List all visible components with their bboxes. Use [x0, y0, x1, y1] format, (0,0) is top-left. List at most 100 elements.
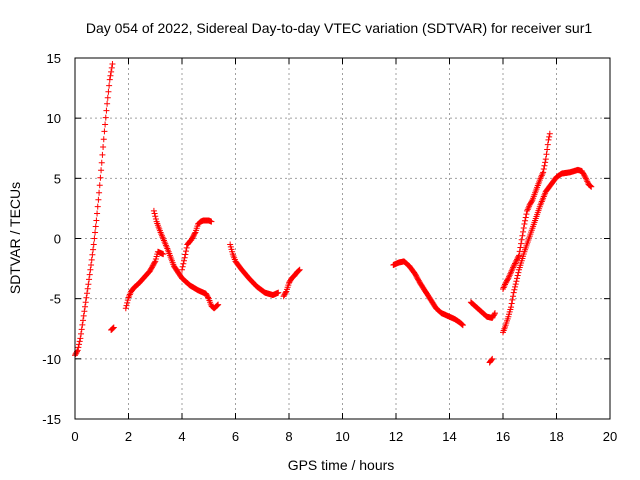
data-point — [512, 281, 519, 288]
data-point — [86, 276, 93, 283]
data-point — [77, 335, 84, 342]
data-point — [110, 324, 117, 331]
data-point — [124, 299, 131, 306]
data-point — [124, 297, 131, 304]
data-point — [123, 302, 130, 309]
data-point — [587, 183, 594, 190]
data-point — [546, 130, 553, 137]
data-point — [191, 230, 198, 237]
data-point — [181, 257, 188, 264]
x-tick-label: 18 — [549, 429, 563, 444]
data-point — [80, 317, 87, 324]
data-point — [542, 159, 549, 166]
data-point — [76, 341, 83, 348]
data-point — [104, 100, 111, 107]
data-point — [98, 167, 105, 174]
x-tick-label: 10 — [335, 429, 349, 444]
data-point — [586, 182, 593, 189]
data-point — [78, 330, 85, 337]
data-point — [582, 174, 589, 181]
y-tick-label: 10 — [47, 111, 61, 126]
data-point — [511, 261, 518, 268]
data-point — [516, 248, 523, 255]
y-tick-label: 15 — [47, 51, 61, 66]
data-point — [512, 259, 519, 266]
data-point — [542, 156, 549, 163]
data-point — [98, 159, 105, 166]
y-axis-label: SDTVAR / TECUs — [7, 182, 23, 294]
data-point — [104, 94, 111, 101]
data-point — [508, 304, 515, 311]
data-point — [514, 272, 521, 279]
chart-title: Day 054 of 2022, Sidereal Day-to-day VTE… — [86, 20, 592, 36]
grid — [75, 58, 610, 419]
data-point — [489, 355, 496, 362]
data-point — [282, 289, 289, 296]
x-tick-label: 14 — [442, 429, 456, 444]
data-point — [108, 64, 115, 71]
x-tick-label: 12 — [389, 429, 403, 444]
data-point — [93, 217, 100, 224]
data-point — [76, 338, 83, 345]
data-point — [520, 228, 527, 235]
y-tick-label: -5 — [49, 292, 61, 307]
data-point — [544, 141, 551, 148]
data-point — [97, 174, 104, 181]
data-point — [510, 289, 517, 296]
data-point — [540, 169, 547, 176]
data-point — [110, 325, 117, 332]
series-sat-c — [122, 248, 167, 312]
data-point — [296, 267, 303, 274]
data-point — [515, 269, 522, 276]
x-tick-label: 20 — [603, 429, 617, 444]
data-point — [510, 263, 517, 270]
data-point — [491, 310, 498, 317]
data-point — [544, 146, 551, 153]
series-sat-k — [500, 166, 595, 336]
x-axis-label: GPS time / hours — [288, 457, 395, 473]
axis-ticks: 0 2 4 6 8 10 12 14 16 18 20 -15 -10 -5 0 5 10 15 — [42, 51, 617, 444]
data-point — [459, 321, 466, 328]
data-point — [213, 302, 220, 309]
data-point — [509, 296, 516, 303]
data-point — [518, 240, 525, 247]
data-point — [151, 259, 158, 266]
data-point — [151, 210, 158, 217]
x-tick-label: 4 — [178, 429, 185, 444]
data-point — [102, 121, 109, 128]
data-point — [89, 251, 96, 258]
data-point — [488, 356, 495, 363]
y-tick-label: -15 — [42, 412, 61, 427]
data-point — [92, 229, 99, 236]
data-point — [511, 286, 518, 293]
data-point — [205, 294, 212, 301]
data-point — [523, 211, 530, 218]
data-point — [540, 166, 547, 173]
data-point — [87, 266, 94, 273]
series-sat-h — [390, 258, 466, 329]
data-point — [514, 275, 521, 282]
series-sat-e — [179, 217, 215, 273]
data-point — [514, 255, 521, 262]
data-point — [179, 263, 186, 270]
data-point — [107, 72, 114, 79]
data-point — [180, 260, 187, 267]
data-point — [96, 189, 103, 196]
data-point — [79, 321, 86, 328]
data-point — [90, 241, 97, 248]
data-point — [517, 244, 524, 251]
data-point — [152, 215, 159, 222]
data-point — [522, 217, 529, 224]
data-point — [82, 299, 89, 306]
series-sat-f — [227, 241, 282, 299]
data-point — [295, 267, 302, 274]
data-point — [78, 326, 85, 333]
data-point — [513, 257, 520, 264]
data-point — [150, 207, 157, 214]
data-point — [515, 253, 522, 260]
data-point — [152, 213, 159, 220]
data-point — [458, 320, 465, 327]
data-point — [75, 344, 82, 351]
